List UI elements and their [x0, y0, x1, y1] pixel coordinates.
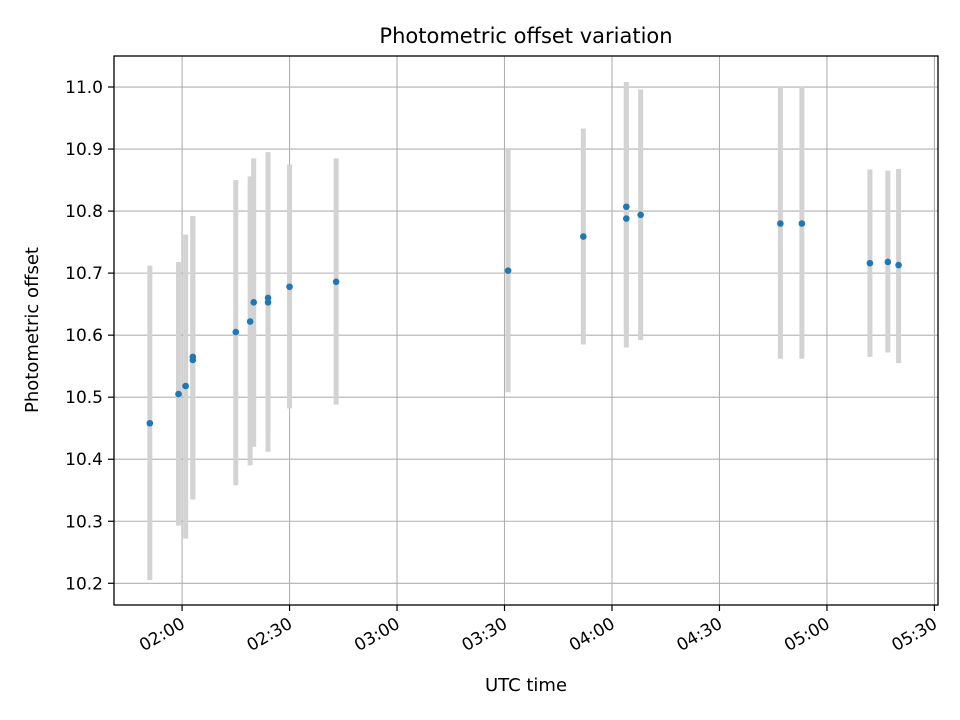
data-point [580, 233, 587, 240]
data-point [504, 267, 512, 274]
y-tick-label: 10.5 [65, 388, 103, 408]
x-axis-title: UTC time [485, 675, 567, 696]
data-points [146, 203, 902, 427]
data-point [332, 278, 340, 286]
data-point [884, 258, 892, 266]
y-tick-label: 10.7 [65, 264, 103, 284]
y-axis-ticks: 10.2 10.3 10.4 10.5 10.6 10.7 10.8 10.9 11.0 [65, 78, 114, 594]
data-point [182, 382, 189, 390]
data-point [246, 318, 254, 325]
data-point [250, 298, 258, 306]
y-tick-label: 10.3 [65, 512, 103, 532]
data-point [146, 419, 154, 427]
y-tick-label: 10.8 [65, 202, 103, 222]
data-point [175, 390, 182, 398]
data-point [637, 211, 644, 219]
data-point [264, 294, 272, 302]
chart-title: Photometric offset variation [379, 24, 672, 48]
data-point [286, 283, 293, 291]
y-axis-title: Photometric offset [22, 247, 43, 413]
data-point [232, 328, 240, 336]
data-point [777, 220, 784, 227]
plot-frame [113, 55, 939, 606]
y-tick-label: 10.6 [65, 326, 103, 346]
data-point [623, 215, 630, 222]
y-tick-label: 10.4 [65, 450, 103, 470]
y-tick-label: 10.2 [65, 574, 103, 594]
data-point [798, 220, 806, 227]
y-tick-label: 10.9 [65, 140, 103, 160]
y-tick-label: 11.0 [65, 78, 103, 98]
data-point [189, 353, 197, 361]
data-point [623, 203, 630, 211]
data-point [866, 259, 874, 267]
data-point [895, 261, 902, 269]
